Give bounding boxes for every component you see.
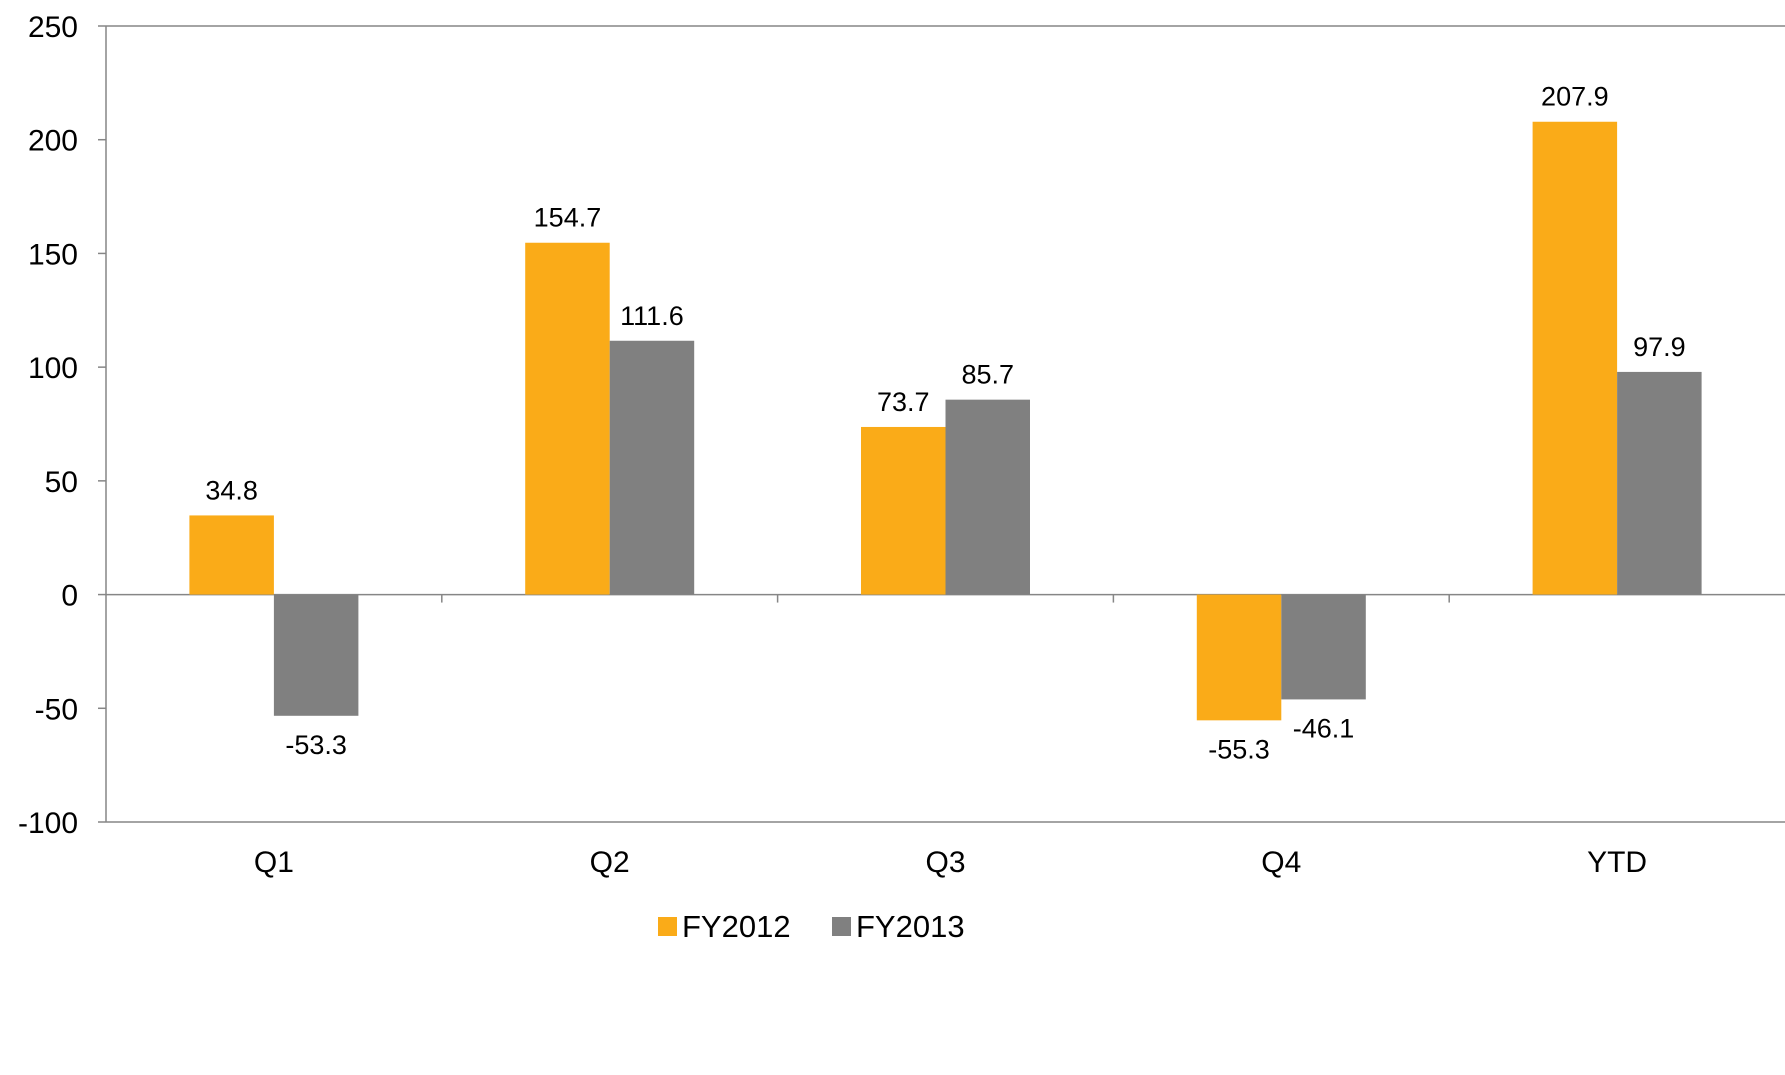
bar-fy2013-ytd: [1617, 371, 1702, 595]
axes: -100 -50 0 50 100 150 200 250 Q1 Q2 Q3 Q4 YTD: [18, 11, 1785, 879]
bar-fy2013-q4: [1281, 594, 1366, 700]
bar-fy2012-q2: [525, 242, 610, 595]
legend-label: FY2013: [856, 909, 965, 944]
legend-swatch: [832, 917, 851, 936]
data-label: 207.9: [1541, 82, 1609, 112]
data-label: -55.3: [1208, 734, 1270, 764]
data-label: 97.9: [1633, 332, 1686, 362]
y-tick-label: 50: [45, 466, 78, 499]
bar-fy2012-q4: [1196, 594, 1282, 721]
y-tick-label: 0: [61, 580, 78, 613]
data-label: -46.1: [1293, 713, 1355, 743]
data-label: 34.8: [205, 475, 258, 505]
y-tick-label: 200: [28, 125, 78, 158]
legend: FY2012 FY2013: [658, 909, 965, 944]
bar-fy2013-q2: [609, 340, 695, 595]
bars: [189, 121, 1702, 721]
y-tick-label: 250: [28, 11, 78, 44]
legend-label: FY2012: [682, 909, 791, 944]
x-tick-label: Q4: [1261, 846, 1301, 879]
data-label: 111.6: [620, 301, 684, 331]
x-tick-label: Q1: [254, 846, 294, 879]
bar-fy2012-ytd: [1532, 121, 1618, 595]
bar-fy2012-q1: [189, 515, 274, 595]
bar-fy2013-q1: [273, 594, 359, 716]
data-labels: 34.8 -53.3 154.7 111.6 73.7 85.7 -55.3 -46.1 207…: [205, 82, 1685, 765]
y-tick-label: 150: [28, 238, 78, 271]
y-tick-label: 100: [28, 352, 78, 385]
data-label: 85.7: [961, 360, 1014, 390]
bar-fy2012-q3: [861, 426, 946, 595]
x-tick-label: Q3: [925, 846, 965, 879]
legend-swatch: [658, 917, 677, 936]
x-tick-label: YTD: [1587, 846, 1647, 879]
legend-item-fy2013: FY2013: [832, 909, 965, 944]
bar-fy2013-q3: [945, 399, 1030, 595]
x-tick-label: Q2: [590, 846, 630, 879]
data-label: -53.3: [285, 730, 347, 760]
y-tick-label: -50: [35, 693, 78, 726]
data-label: 154.7: [534, 203, 602, 233]
legend-item-fy2012: FY2012: [658, 909, 791, 944]
data-label: 73.7: [877, 387, 930, 417]
y-tick-label: -100: [18, 807, 78, 840]
